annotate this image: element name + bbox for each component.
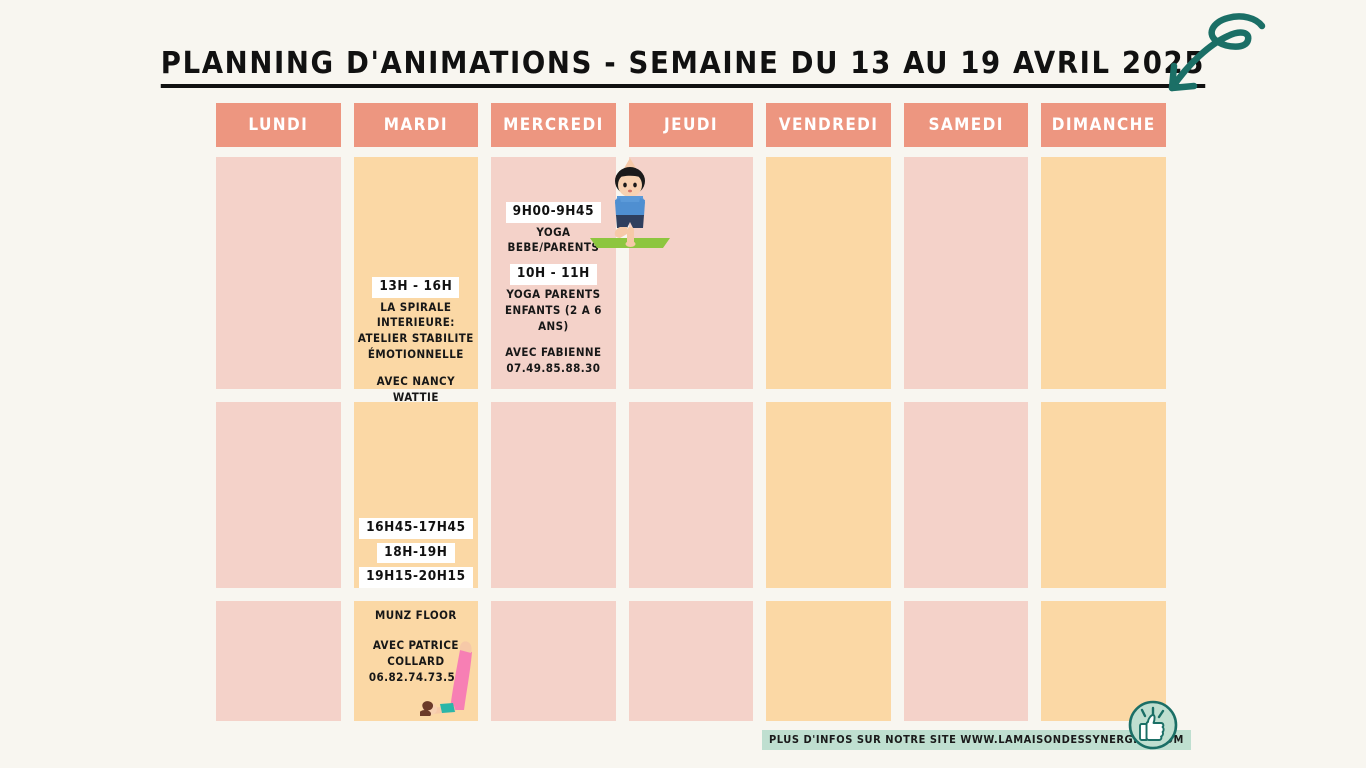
page-title: PLANNING D'ANIMATIONS - SEMAINE DU 13 AU… [160, 46, 1206, 88]
day-header-mercredi[interactable]: MERCREDI [491, 103, 616, 147]
cell-mercredi-row2[interactable] [491, 402, 616, 588]
event-title: MUNZ FLOOR [374, 608, 457, 622]
event-contact: AVEC PATRICE COLLARD 06.82.74.73.50 [368, 637, 463, 684]
thumbs-up-logo-icon[interactable] [1128, 700, 1178, 750]
event-time-2: 18H-19H [377, 542, 455, 564]
spacer [358, 624, 475, 638]
cell-vendredi-row3[interactable] [766, 601, 891, 721]
curly-arrow-icon [1168, 13, 1266, 92]
cell-mardi-row2[interactable]: 16H45-17H45 18H-19H 19H15-20H15 [353, 402, 479, 588]
event-time-1: 9H00-9H45 [505, 202, 602, 223]
cell-samedi-row2[interactable] [903, 402, 1029, 588]
day-header-jeudi[interactable]: JEUDI [628, 103, 754, 147]
cell-mardi-row3[interactable]: MUNZ FLOOR AVEC PATRICE COLLARD 06.82.74… [353, 601, 479, 721]
page-title-container: PLANNING D'ANIMATIONS - SEMAINE DU 13 AU… [0, 46, 1366, 88]
cell-mardi-row1[interactable]: 13H - 16H LA SPIRALE INTERIEURE: ATELIER… [353, 157, 479, 420]
cell-dimanche-row1[interactable] [1041, 157, 1166, 389]
day-header-samedi[interactable]: SAMEDI [903, 103, 1029, 147]
cell-vendredi-row1[interactable] [766, 157, 891, 389]
event-time: 13H - 16H [372, 277, 460, 298]
event-title-1: YOGA BEBE/PARENTS [507, 224, 600, 255]
event-time-3: 19H15-20H15 [359, 567, 473, 588]
cell-dimanche-row2[interactable] [1041, 402, 1166, 588]
day-header-mardi[interactable]: MARDI [353, 103, 479, 147]
day-header-lundi[interactable]: LUNDI [216, 103, 341, 147]
cell-mercredi-row3[interactable] [491, 601, 616, 721]
cell-lundi-row3[interactable] [216, 601, 341, 721]
event-time-1: 16H45-17H45 [359, 518, 473, 539]
cell-lundi-row2[interactable] [216, 402, 341, 588]
cell-jeudi-row2[interactable] [628, 402, 754, 588]
spacer [495, 256, 612, 264]
cell-lundi-row1[interactable] [216, 157, 341, 389]
spacer [358, 363, 475, 374]
calendar-grid: LUNDI MARDI MERCREDI JEUDI VENDREDI SAME… [216, 103, 1166, 721]
event-time-2: 10H - 11H [509, 264, 597, 285]
cell-jeudi-row1[interactable] [628, 157, 754, 389]
cell-dimanche-row3[interactable] [1041, 601, 1166, 721]
cell-samedi-row1[interactable] [903, 157, 1029, 389]
event-title: LA SPIRALE INTERIEURE: ATELIER STABILITE… [357, 299, 474, 362]
day-header-dimanche[interactable]: DIMANCHE [1041, 103, 1166, 147]
cell-jeudi-row3[interactable] [628, 601, 754, 721]
event-title-2: YOGA PARENTS ENFANTS (2 A 6 ANS) [504, 286, 602, 333]
row-gap [216, 147, 1166, 157]
event-times: 16H45-17H45 18H-19H 19H15-20H15 [358, 518, 475, 592]
footer-website-note[interactable]: PLUS D'INFOS SUR NOTRE SITE WWW.LAMAISON… [762, 730, 1191, 750]
cell-samedi-row3[interactable] [903, 601, 1029, 721]
day-header-vendredi[interactable]: VENDREDI [766, 103, 891, 147]
event-contact: AVEC FABIENNE 07.49.85.88.30 [505, 345, 602, 376]
cell-vendredi-row2[interactable] [766, 402, 891, 588]
cell-mercredi-row1[interactable]: 9H00-9H45 YOGA BEBE/PARENTS 10H - 11H YO… [491, 157, 616, 389]
spacer [495, 334, 612, 345]
